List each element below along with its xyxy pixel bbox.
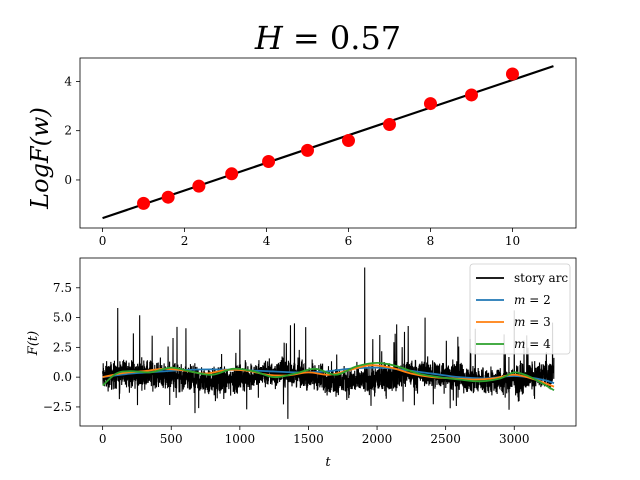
bottom-x-tick-label: 0	[99, 432, 107, 446]
bottom-y-tick-label: 2.5	[53, 340, 72, 354]
top-y-axis-label: LogF(w)	[26, 107, 54, 210]
top-data-point	[225, 167, 239, 181]
legend-label-var: m	[514, 315, 525, 329]
top-fit-line	[102, 65, 554, 220]
top-data-point	[262, 154, 276, 168]
bottom-x-tick-label: 2500	[430, 432, 461, 446]
top-data-point	[301, 143, 315, 157]
top-y-tick-label: 0	[64, 173, 72, 187]
bottom-y-tick-label: 0.0	[53, 370, 72, 384]
legend-label-var: m	[514, 337, 525, 351]
bottom-y-tick-label: −2.5	[43, 400, 72, 414]
top-chart-title: H = 0.57	[254, 19, 401, 57]
bottom-x-tick-label: 1500	[293, 432, 324, 446]
legend-label: m = 2	[514, 293, 551, 307]
top-data-point	[137, 196, 151, 210]
top-data-point	[423, 97, 437, 111]
legend-label: story arc	[514, 271, 568, 285]
bottom-plot-frame	[79, 257, 577, 427]
bottom-x-tick-label: 500	[160, 432, 183, 446]
top-data-point	[161, 190, 175, 204]
series-story-arc	[102, 267, 555, 419]
legend-label-val: = 4	[525, 337, 551, 351]
top-y-tick-label: 4	[64, 74, 72, 88]
legend-box	[469, 263, 571, 355]
legend-label-var: m	[514, 293, 525, 307]
top-x-tick-label: 8	[427, 234, 435, 248]
series-m3	[102, 364, 555, 388]
bottom-y-tick-label: 7.5	[53, 281, 72, 295]
title-variable: H	[254, 19, 284, 57]
top-data-point	[341, 134, 355, 148]
bottom-x-tick-label: 1000	[225, 432, 256, 446]
top-x-tick-label: 6	[345, 234, 353, 248]
legend-label-val: = 2	[525, 293, 550, 307]
series-m4	[102, 361, 555, 392]
legend-label: m = 3	[514, 315, 551, 329]
top-x-tick-label: 10	[505, 234, 520, 248]
top-data-point	[464, 88, 478, 102]
bottom-y-tick-label: 5.0	[53, 311, 72, 325]
top-y-tick-label: 2	[64, 124, 72, 138]
top-x-tick-label: 0	[99, 234, 107, 248]
legend-label: m = 4	[514, 337, 551, 351]
top-data-point	[505, 67, 519, 81]
top-x-tick-label: 4	[263, 234, 271, 248]
top-plot-frame	[79, 57, 577, 229]
top-data-point	[382, 118, 396, 132]
bottom-y-axis-label: F(t)	[26, 331, 41, 356]
bottom-series-group	[102, 267, 555, 419]
bottom-x-axis-label: t	[325, 455, 331, 470]
title-equals: =	[283, 19, 330, 57]
bottom-x-tick-label: 2000	[362, 432, 393, 446]
title-value: 0.57	[330, 19, 401, 57]
top-data-point	[192, 179, 206, 193]
legend-label-val: = 3	[525, 315, 550, 329]
top-chart: 0 2 4 6 8 10 0 2 4	[64, 57, 577, 248]
top-x-tick-label: 2	[181, 234, 189, 248]
bottom-x-tick-label: 3000	[499, 432, 530, 446]
